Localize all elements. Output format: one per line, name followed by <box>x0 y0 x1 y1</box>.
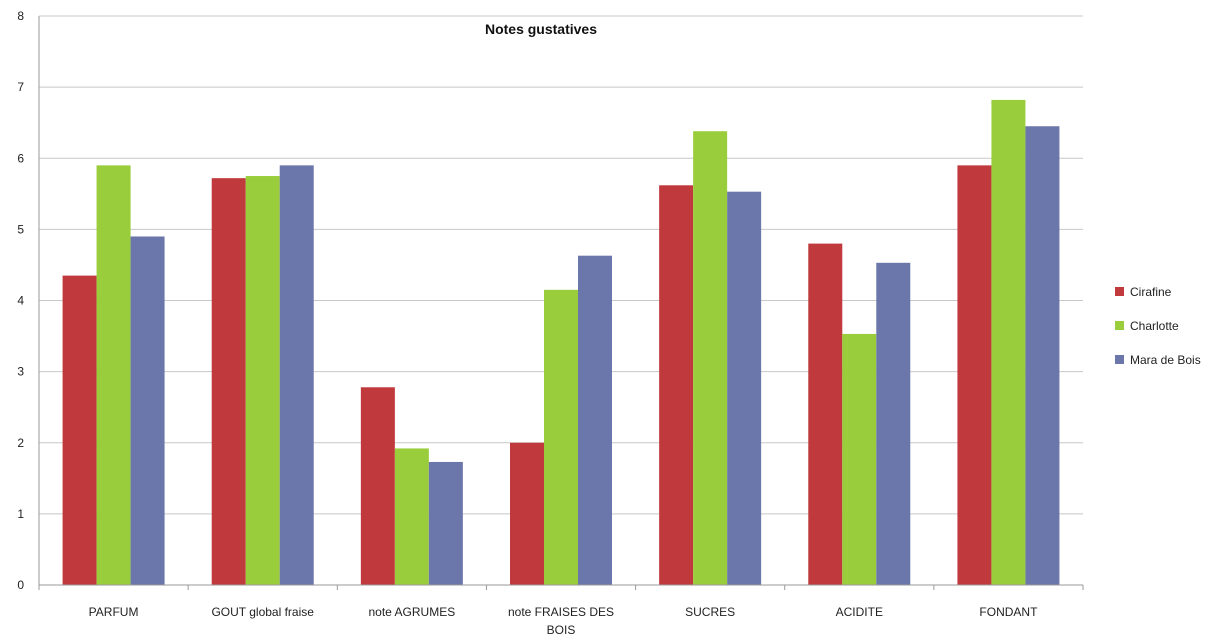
x-tick-label-line: ACIDITE <box>836 605 883 619</box>
y-tick-label: 2 <box>17 436 24 450</box>
legend-swatch <box>1115 355 1124 364</box>
x-tick-label: GOUT global fraise <box>211 605 314 619</box>
x-tick-label-line: PARFUM <box>89 605 139 619</box>
x-tick-label: SUCRES <box>685 605 735 619</box>
y-tick-label: 0 <box>17 578 24 592</box>
bar <box>957 165 992 586</box>
legend-swatch <box>1115 287 1124 296</box>
bar <box>428 461 463 585</box>
axis-labels: 0 1 2 3 4 5 6 7 8 PARFUM GOUT global fraise note AG… <box>17 9 1038 637</box>
x-tick-label-line: SUCRES <box>685 605 735 619</box>
x-tick-label-line: note FRAISES DES <box>508 605 614 619</box>
x-tick-label: note AGRUMES <box>369 605 456 619</box>
legend-label: Mara de Bois <box>1130 353 1201 367</box>
y-tick-label: 3 <box>17 365 24 379</box>
bar <box>1025 126 1060 586</box>
legend-label: Cirafine <box>1130 285 1172 299</box>
y-tick-label: 1 <box>17 507 24 521</box>
bar <box>578 255 612 585</box>
x-tick-label: FONDANT <box>979 605 1038 619</box>
y-tick-label: 8 <box>17 9 24 23</box>
y-tick-label: 6 <box>17 151 24 165</box>
x-tick-label: note FRAISES DES BOIS <box>508 605 614 637</box>
x-tick-label-line: BOIS <box>547 623 576 637</box>
chart-title: Notes gustatives <box>485 21 597 37</box>
bars <box>62 99 1060 586</box>
y-tick-label: 4 <box>17 294 24 308</box>
bar <box>727 191 762 585</box>
bar <box>130 236 165 586</box>
x-tick-label-line: note AGRUMES <box>369 605 456 619</box>
legend-swatch <box>1115 321 1124 330</box>
bar <box>876 262 911 585</box>
bar <box>96 165 131 586</box>
bar <box>808 243 843 585</box>
x-tick-label: PARFUM <box>89 605 139 619</box>
bar <box>991 99 1026 586</box>
legend-label: Charlotte <box>1130 319 1179 333</box>
bar <box>693 131 728 585</box>
y-tick-label: 5 <box>17 222 24 236</box>
bar <box>394 448 429 585</box>
bar <box>279 165 314 586</box>
bar <box>544 289 578 585</box>
bar <box>659 185 694 585</box>
axes <box>38 16 1084 590</box>
bar <box>842 333 877 585</box>
bar <box>510 442 544 585</box>
bar <box>245 176 280 585</box>
x-tick-label: ACIDITE <box>836 605 883 619</box>
bar <box>360 387 395 585</box>
y-tick-label: 7 <box>17 80 24 94</box>
bar <box>211 178 246 586</box>
legend: Cirafine Charlotte Mara de Bois <box>1115 285 1201 367</box>
x-tick-label-line: GOUT global fraise <box>211 605 314 619</box>
x-tick-label-line: FONDANT <box>979 605 1038 619</box>
bar <box>62 275 97 585</box>
